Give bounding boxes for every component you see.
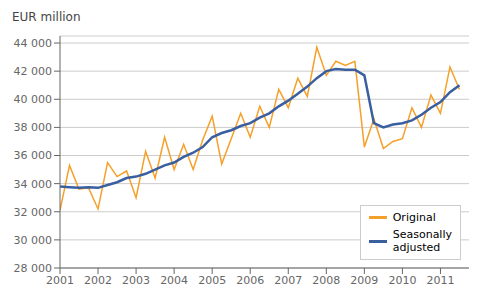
svg-text:2011: 2011	[426, 274, 454, 287]
svg-text:44 000: 44 000	[14, 37, 53, 50]
html-text:Seasonally adjusted: Seasonally adjusted	[392, 228, 452, 254]
svg-text:2003: 2003	[122, 274, 150, 287]
svg-text:2005: 2005	[198, 274, 226, 287]
svg-text:34 000: 34 000	[14, 178, 53, 191]
html-text:Original: Original	[392, 211, 436, 224]
svg-text:28 000: 28 000	[14, 262, 53, 275]
svg-text:2007: 2007	[274, 274, 302, 287]
svg-text:2008: 2008	[312, 274, 340, 287]
svg-text:40 000: 40 000	[14, 93, 53, 106]
svg-text:2006: 2006	[236, 274, 264, 287]
svg-text:36 000: 36 000	[14, 149, 53, 162]
svg-text:32 000: 32 000	[14, 206, 53, 219]
svg-text:2010: 2010	[388, 274, 416, 287]
svg-text:38 000: 38 000	[14, 121, 53, 134]
svg-text:42 000: 42 000	[14, 65, 53, 78]
svg-text:2004: 2004	[160, 274, 188, 287]
html-text:EUR million: EUR million	[12, 10, 81, 24]
svg-text:30 000: 30 000	[14, 234, 53, 247]
svg-text:2009: 2009	[350, 274, 378, 287]
svg-text:2001: 2001	[46, 274, 74, 287]
svg-text:2002: 2002	[84, 274, 112, 287]
